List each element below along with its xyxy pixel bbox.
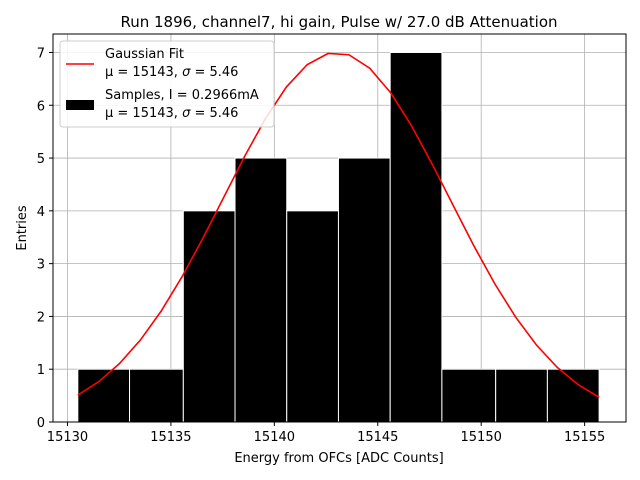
histogram-bar: [337, 157, 391, 423]
plot-frame: [52, 33, 627, 423]
x-axis-label: Energy from OFCs [ADC Counts]: [234, 451, 443, 466]
legend-box: [59, 40, 275, 128]
histogram-bar: [389, 51, 443, 423]
chart-title: Run 1896, channel7, hi gain, Pulse w/ 27…: [120, 13, 557, 31]
y-tick-label: 6: [37, 99, 45, 114]
legend-entry-title: Gaussian Fit: [105, 47, 184, 62]
y-tick-label: 0: [37, 416, 45, 431]
histogram-bar: [495, 368, 548, 423]
y-axis-label: Entries: [15, 205, 30, 251]
y-tick-label: 5: [37, 152, 45, 167]
legend-entry-sigma: σ: [182, 106, 191, 121]
x-tick-label: 15150: [461, 430, 502, 445]
legend-entry-mu: μ = 15143,: [105, 106, 182, 121]
legend-entry-sigma-value: = 5.46: [190, 106, 238, 121]
legend-samples-swatch: [66, 100, 94, 110]
gaussian-fit: [77, 52, 600, 398]
x-tick-label: 15130: [47, 430, 88, 445]
histogram-bar: [182, 210, 236, 423]
histogram-bars: [77, 51, 600, 423]
histogram-bar: [441, 368, 497, 423]
legend-entry-mu: μ = 15143,: [105, 65, 182, 80]
histogram-bar: [546, 368, 600, 423]
legend-entry-stats: μ = 15143, σ = 5.46: [105, 106, 238, 121]
legend-entry-sigma-value: = 5.46: [190, 65, 238, 80]
grid: [53, 34, 626, 423]
y-tick-label: 2: [37, 310, 45, 325]
gaussian-fit-line: [77, 52, 600, 398]
y-tick-label: 3: [37, 258, 45, 273]
y-tick-label: 1: [37, 363, 45, 378]
x-axis-ticks: 15130 15135 15140 15145 15150 15155: [47, 422, 605, 445]
x-tick-label: 15155: [564, 430, 605, 445]
legend-entry-sigma: σ: [182, 65, 191, 80]
y-axis-ticks: 0 1 2 3 4 5 6 7: [37, 46, 53, 431]
x-tick-label: 15140: [254, 430, 295, 445]
histogram-bar: [286, 210, 339, 423]
y-tick-label: 7: [37, 46, 45, 61]
histogram-bar: [234, 157, 288, 423]
histogram-bar: [129, 368, 184, 423]
legend-entry-title: Samples, I = 0.2966mA: [105, 88, 259, 103]
legend: Gaussian Fit μ = 15143, σ = 5.46 Samples, …: [59, 40, 275, 128]
legend-entry-stats: μ = 15143, σ = 5.46: [105, 65, 238, 80]
x-tick-label: 15135: [150, 430, 191, 445]
y-tick-label: 4: [37, 205, 45, 220]
x-tick-label: 15145: [357, 430, 398, 445]
